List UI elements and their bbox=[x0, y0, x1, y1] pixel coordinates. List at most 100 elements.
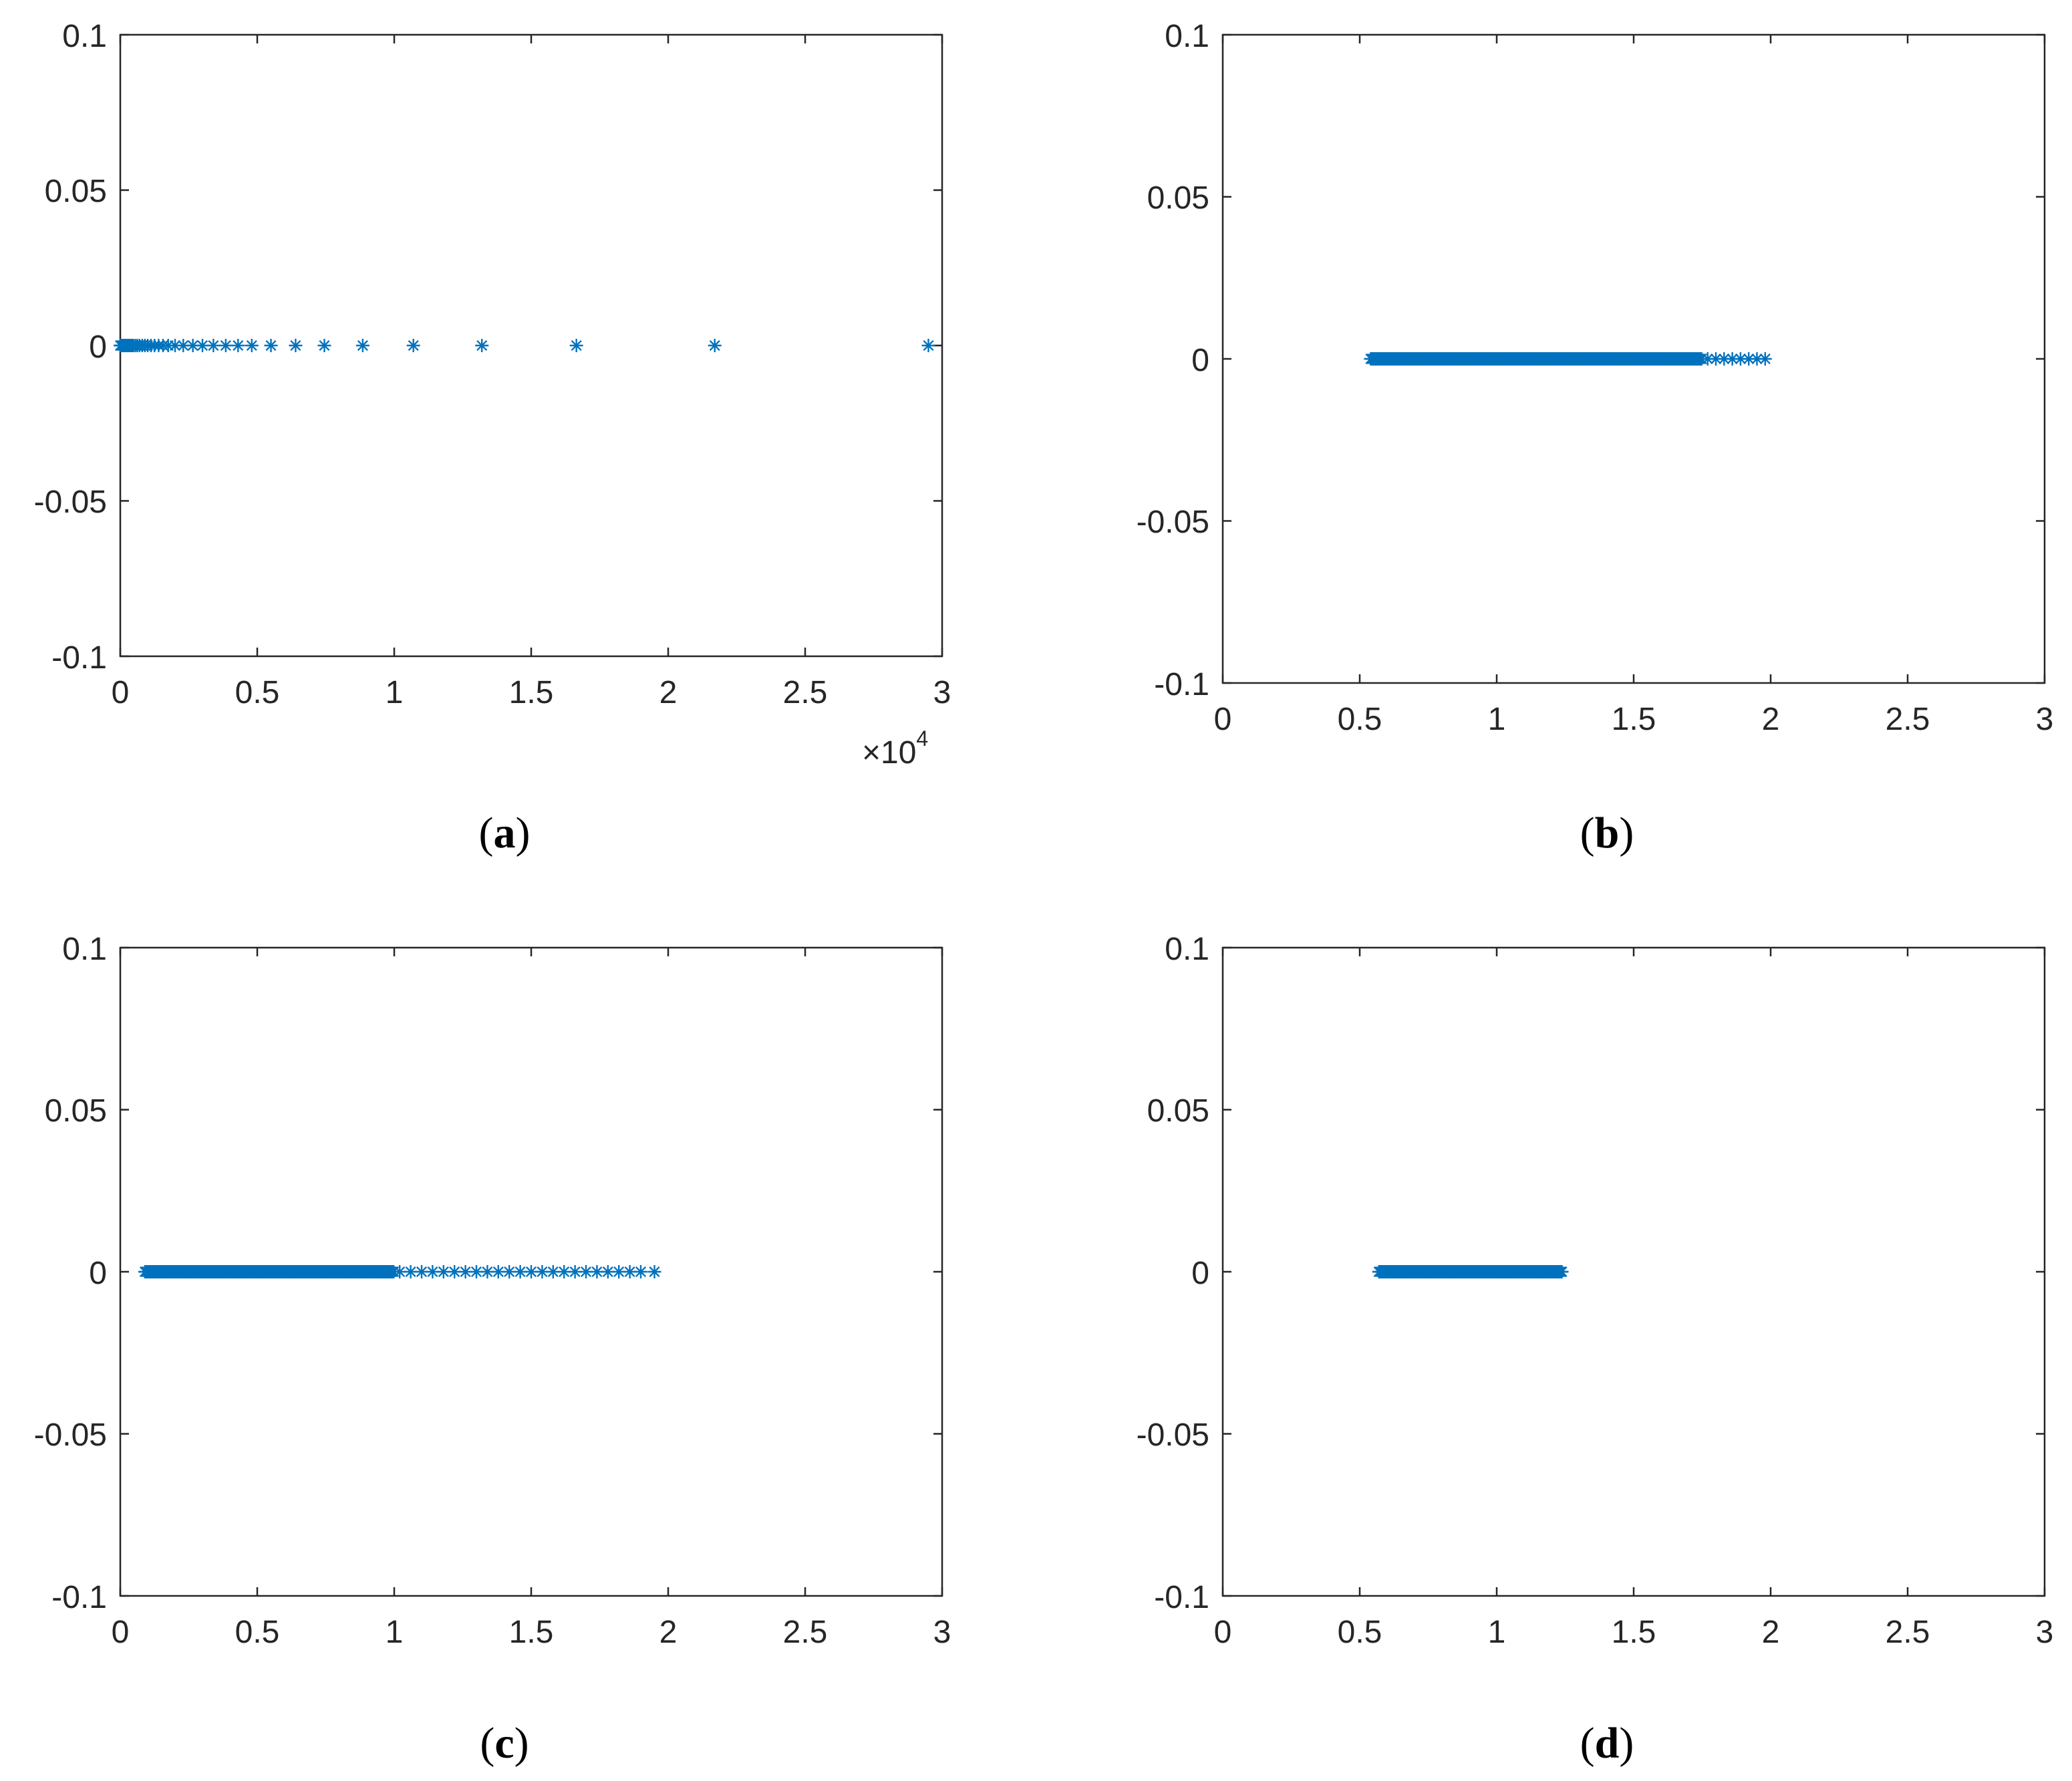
x-tick-d-1: 0.5 bbox=[1338, 1615, 1382, 1650]
data-point bbox=[317, 339, 331, 352]
data-point bbox=[1717, 352, 1731, 366]
x-tick-d-6: 3 bbox=[2036, 1615, 2054, 1650]
panel-d: 0.1 0.05 0 -0.05 -0.1 0 0.5 1 1.5 2 2.5 … bbox=[1137, 932, 2054, 1768]
data-point bbox=[647, 1265, 661, 1278]
data-point bbox=[590, 1265, 604, 1278]
data-point bbox=[569, 339, 583, 352]
x-tick-d-5: 2.5 bbox=[1886, 1615, 1930, 1650]
caption-letter-c: c bbox=[494, 1719, 514, 1768]
y-tick-a-4: -0.1 bbox=[51, 640, 107, 676]
x-ticks-d: 0 0.5 1 1.5 2 2.5 3 bbox=[1214, 1615, 2054, 1650]
x-tick-c-4: 2 bbox=[659, 1615, 678, 1650]
x-tick-a-1: 0.5 bbox=[235, 675, 280, 710]
y-ticks-a: 0.1 0.05 0 -0.05 -0.1 bbox=[34, 19, 107, 676]
x-tick-b-3: 1.5 bbox=[1612, 702, 1656, 737]
data-point bbox=[475, 339, 489, 352]
caption-d: (d) bbox=[1580, 1719, 1634, 1768]
y-tick-d-1: 0.05 bbox=[1147, 1093, 1209, 1129]
data-point bbox=[393, 1265, 407, 1278]
x-tick-a-4: 2 bbox=[659, 675, 678, 710]
x-tick-c-0: 0 bbox=[112, 1615, 130, 1650]
x-tick-a-0: 0 bbox=[112, 675, 130, 710]
y-tick-b-0: 0.1 bbox=[1165, 19, 1209, 54]
data-point bbox=[921, 339, 935, 352]
y-tick-c-3: -0.05 bbox=[34, 1417, 107, 1453]
data-point bbox=[708, 339, 722, 352]
x-tick-a-5: 2.5 bbox=[783, 675, 828, 710]
data-point bbox=[1750, 352, 1764, 366]
y-tick-c-4: -0.1 bbox=[51, 1580, 107, 1615]
data-point bbox=[196, 339, 209, 352]
data-point bbox=[355, 339, 369, 352]
x-exponent-a: ×104 bbox=[862, 726, 928, 771]
markers-b bbox=[1364, 352, 1772, 366]
data-point bbox=[1725, 352, 1739, 366]
y-tick-b-3: -0.05 bbox=[1137, 505, 1209, 540]
data-point bbox=[1758, 352, 1772, 366]
caption-letter-a: a bbox=[494, 809, 516, 857]
data-point bbox=[406, 339, 420, 352]
data-point bbox=[470, 1265, 483, 1278]
x-tick-a-2: 1 bbox=[386, 675, 404, 710]
x-tick-b-0: 0 bbox=[1214, 702, 1232, 737]
caption-letter-d: d bbox=[1595, 1719, 1620, 1768]
y-tick-b-1: 0.05 bbox=[1147, 180, 1209, 216]
panel-a: 0.1 0.05 0 -0.05 -0.1 0 0.5 1 1.5 2 2.5 … bbox=[34, 19, 951, 857]
x-tick-c-1: 0.5 bbox=[235, 1615, 280, 1650]
x-tick-c-2: 1 bbox=[386, 1615, 404, 1650]
x-tick-b-4: 2 bbox=[1762, 702, 1780, 737]
caption-b: (b) bbox=[1580, 809, 1634, 857]
y-tick-a-0: 0.1 bbox=[62, 19, 107, 54]
y-tick-d-4: -0.1 bbox=[1154, 1580, 1209, 1615]
x-exponent-power-a: 4 bbox=[916, 726, 928, 750]
y-tick-c-2: 0 bbox=[89, 1256, 107, 1291]
plot-frame-b bbox=[1221, 33, 2046, 684]
panel-b: 0.1 0.05 0 -0.05 -0.1 0 0.5 1 1.5 2 2.5 … bbox=[1137, 19, 2054, 857]
x-tick-b-5: 2.5 bbox=[1886, 702, 1930, 737]
y-tick-d-2: 0 bbox=[1191, 1256, 1209, 1291]
markers-a bbox=[114, 339, 935, 352]
data-point bbox=[1700, 352, 1715, 366]
x-tick-a-3: 1.5 bbox=[509, 675, 554, 710]
y-tick-c-1: 0.05 bbox=[45, 1093, 107, 1129]
data-point bbox=[458, 1265, 472, 1278]
x-ticks-c: 0 0.5 1 1.5 2 2.5 3 bbox=[112, 1615, 951, 1650]
plot-frame-c bbox=[119, 946, 943, 1597]
x-tick-d-2: 1 bbox=[1488, 1615, 1506, 1650]
y-ticks-c: 0.1 0.05 0 -0.05 -0.1 bbox=[34, 932, 107, 1615]
y-tick-d-0: 0.1 bbox=[1165, 932, 1209, 967]
x-tick-b-6: 3 bbox=[2036, 702, 2054, 737]
x-tick-b-1: 0.5 bbox=[1338, 702, 1382, 737]
y-ticks-d: 0.1 0.05 0 -0.05 -0.1 bbox=[1137, 932, 1209, 1615]
x-ticks-a: 0 0.5 1 1.5 2 2.5 3 bbox=[112, 675, 951, 710]
data-point bbox=[1555, 1265, 1569, 1278]
data-point bbox=[231, 339, 245, 352]
y-tick-a-1: 0.05 bbox=[45, 174, 107, 209]
y-tick-a-2: 0 bbox=[89, 329, 107, 365]
x-tick-d-0: 0 bbox=[1214, 1615, 1232, 1650]
data-point bbox=[245, 339, 259, 352]
data-point bbox=[264, 339, 278, 352]
x-tick-d-4: 2 bbox=[1762, 1615, 1780, 1650]
y-tick-b-4: -0.1 bbox=[1154, 667, 1209, 702]
y-tick-a-3: -0.05 bbox=[34, 485, 107, 520]
markers-c bbox=[138, 1265, 661, 1278]
panel-c: 0.1 0.05 0 -0.05 -0.1 0 0.5 1 1.5 2 2.5 … bbox=[34, 932, 951, 1768]
data-point bbox=[289, 339, 303, 352]
plot-frame-d bbox=[1221, 946, 2046, 1597]
markers-d bbox=[1372, 1265, 1569, 1278]
y-tick-c-0: 0.1 bbox=[62, 932, 107, 967]
x-tick-c-6: 3 bbox=[933, 1615, 951, 1650]
data-point bbox=[1709, 352, 1723, 366]
caption-letter-b: b bbox=[1595, 809, 1620, 857]
data-point bbox=[218, 339, 233, 352]
caption-a: (a) bbox=[479, 809, 531, 857]
x-exponent-base-a: ×10 bbox=[862, 735, 916, 771]
x-ticks-b: 0 0.5 1 1.5 2 2.5 3 bbox=[1214, 702, 2054, 737]
y-tick-d-3: -0.05 bbox=[1137, 1417, 1209, 1453]
x-tick-d-3: 1.5 bbox=[1612, 1615, 1656, 1650]
x-tick-b-2: 1 bbox=[1488, 702, 1506, 737]
data-point bbox=[634, 1265, 647, 1278]
x-tick-c-5: 2.5 bbox=[783, 1615, 828, 1650]
